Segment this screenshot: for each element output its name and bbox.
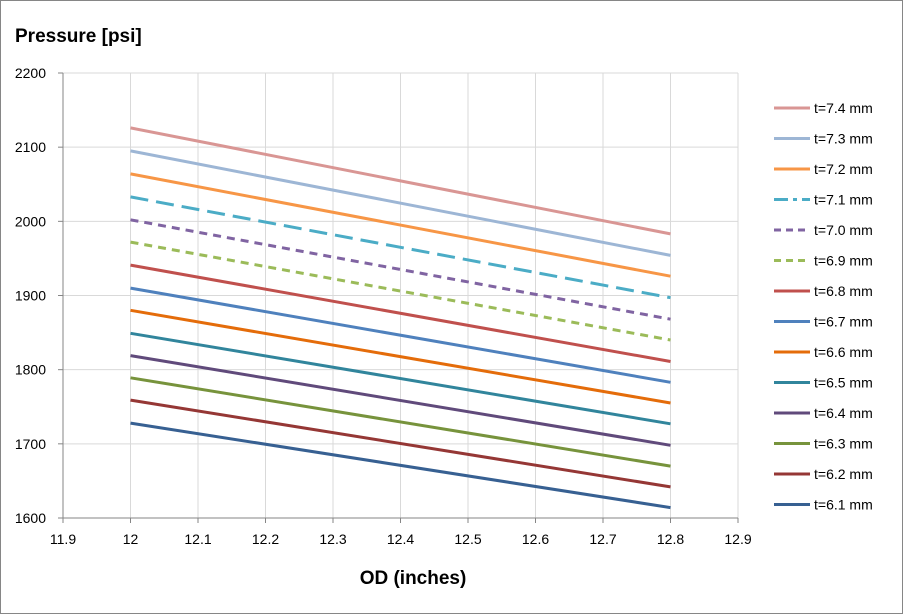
series-line: [130, 172, 671, 278]
x-tick-label: 12.1: [184, 531, 211, 547]
x-tick-label: 12.5: [454, 531, 481, 547]
y-tick-label: 2000: [15, 213, 46, 229]
series-line: [130, 331, 671, 426]
legend-label: t=6.9 mm: [814, 253, 873, 269]
x-tick-label: 12.6: [522, 531, 549, 547]
legend-label: t=6.2 mm: [814, 466, 873, 482]
series-line: [130, 218, 671, 321]
legend-label: t=7.4 mm: [814, 100, 873, 116]
y-tick-label: 2200: [15, 65, 46, 81]
legend-label: t=7.2 mm: [814, 161, 873, 177]
x-tick-label: 12: [123, 531, 139, 547]
series-line: [130, 421, 671, 510]
series-lines: [130, 126, 671, 510]
series-line: [130, 376, 671, 468]
x-tick-label: 12.7: [589, 531, 616, 547]
x-tick-label: 11.9: [50, 531, 76, 547]
series-line: [130, 263, 671, 363]
x-tick-label: 12.3: [319, 531, 346, 547]
x-axis-title: OD (inches): [359, 568, 467, 589]
series-line: [130, 240, 671, 342]
x-tick-label: 12.9: [724, 531, 751, 547]
legend-label: t=7.0 mm: [814, 222, 873, 238]
legend-label: t=6.7 mm: [814, 314, 873, 330]
x-tick-label: 12.2: [252, 531, 279, 547]
legend-label: t=6.1 mm: [814, 497, 873, 513]
series-line: [130, 126, 671, 236]
legend-label: t=6.5 mm: [814, 375, 873, 391]
legend-label: t=6.6 mm: [814, 344, 873, 360]
legend-label: t=7.1 mm: [814, 192, 873, 208]
y-tick-label: 1700: [15, 436, 46, 452]
series-line: [130, 398, 671, 489]
y-tick-label: 1600: [15, 510, 46, 526]
x-tick-label: 12.4: [387, 531, 414, 547]
series-line: [130, 149, 671, 257]
series-line: [130, 195, 671, 300]
legend: t=7.4 mm t=7.3 mm t=7.2 mm t=7.1 mm t=7.0 mm…: [774, 100, 873, 513]
y-axis-title: Pressure [psi]: [15, 26, 142, 47]
tick-labels: 11.9 12 12.1 12.2 12.3 12.4 12.5 12.6 12.7 12.8 12…: [15, 65, 752, 547]
axes: [58, 72, 739, 523]
x-tick-label: 12.8: [657, 531, 684, 547]
series-line: [130, 354, 671, 447]
legend-label: t=6.4 mm: [814, 405, 873, 421]
y-tick-label: 1900: [15, 288, 46, 304]
series-line: [130, 286, 671, 384]
y-tick-label: 1800: [15, 362, 46, 378]
legend-label: t=6.8 mm: [814, 283, 873, 299]
legend-label: t=6.3 mm: [814, 436, 873, 452]
y-tick-label: 2100: [15, 139, 46, 155]
series-line: [130, 308, 671, 405]
legend-label: t=7.3 mm: [814, 131, 873, 147]
